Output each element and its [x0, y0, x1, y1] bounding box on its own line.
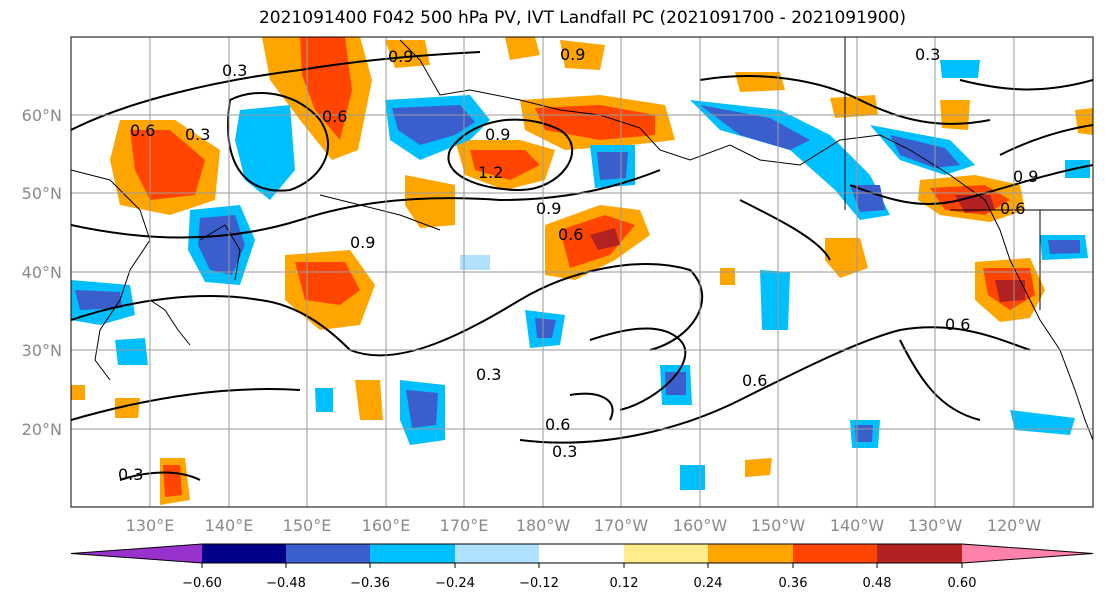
contour-label: 0.3 — [118, 465, 143, 484]
lon-label: 170°E — [440, 516, 489, 535]
plot-frame — [70, 36, 1094, 508]
map-title: 2021091400 F042 500 hPa PV, IVT Landfall… — [258, 8, 906, 28]
contour-label: 0.9 — [485, 125, 510, 144]
lon-label: 180°W — [516, 516, 571, 535]
contour-label: 0.9 — [388, 47, 413, 66]
colorbar-segment — [455, 544, 539, 563]
lat-label: 40°N — [22, 263, 62, 282]
lon-label: 130°E — [126, 516, 175, 535]
contour-label: 0.6 — [322, 107, 347, 126]
lon-label: 160°W — [673, 516, 728, 535]
colorbar-tick-label: −0.48 — [266, 576, 306, 591]
contour-label: 0.6 — [545, 415, 570, 434]
colorbar-segments — [70, 543, 1094, 568]
contour-label: 0.3 — [552, 442, 577, 461]
colorbar-tick-label: 0.48 — [863, 576, 892, 591]
contour-label: 0.9 — [1013, 167, 1038, 186]
colorbar-ticks: −0.60 −0.48 −0.36 −0.24 −0.12 0.12 0.24 … — [182, 576, 976, 591]
lon-label: 140°E — [205, 516, 254, 535]
contour-label: 0.9 — [536, 199, 561, 218]
contour-label: 1.2 — [478, 163, 503, 182]
colorbar-segment — [877, 544, 962, 563]
lon-label: 150°E — [283, 516, 332, 535]
contour-label: 0.3 — [222, 61, 247, 80]
lon-label: 170°W — [594, 516, 649, 535]
colorbar-segment — [793, 544, 877, 563]
longitude-labels: 130°E 140°E 150°E 160°E 170°E 180°W 170°… — [126, 516, 1042, 535]
lon-label: 150°W — [751, 516, 806, 535]
colorbar-segment — [539, 544, 624, 563]
contour-label: 0.3 — [915, 45, 940, 64]
colorbar-extend-max — [962, 544, 1093, 563]
colorbar-tick-label: 0.24 — [694, 576, 723, 591]
lon-label: 160°E — [362, 516, 411, 535]
colorbar-segment — [202, 544, 286, 563]
colorbar-tick-label: −0.12 — [519, 576, 559, 591]
colorbar-tick-label: 0.12 — [610, 576, 639, 591]
lon-label: 130°W — [908, 516, 963, 535]
colorbar-extend-min — [71, 544, 202, 563]
lat-label: 30°N — [22, 341, 62, 360]
colorbar-tick-label: 0.60 — [948, 576, 977, 591]
colorbar-tick-label: −0.36 — [350, 576, 390, 591]
contour-label: 0.9 — [560, 45, 585, 64]
colorbar-segment — [624, 544, 708, 563]
lon-label: 140°W — [830, 516, 885, 535]
contour-label: 0.6 — [558, 225, 583, 244]
lon-label: 120°W — [987, 516, 1042, 535]
contour-labels: 0.3 0.9 0.6 0.9 0.3 0.6 0.9 1.2 0.9 0.9 … — [118, 45, 1038, 484]
colorbar-segment — [370, 544, 455, 563]
contour-label: 0.6 — [130, 121, 155, 140]
colorbar-tick-label: −0.60 — [182, 576, 222, 591]
contour-label: 0.6 — [1000, 199, 1025, 218]
colorbar-segment — [286, 544, 370, 563]
contour-label: 0.6 — [742, 371, 767, 390]
colorbar-tick-label: −0.24 — [435, 576, 475, 591]
colorbar-segment — [708, 544, 793, 563]
lat-label: 60°N — [22, 106, 62, 125]
lat-label: 50°N — [22, 184, 62, 203]
contour-label: 0.3 — [185, 125, 210, 144]
colorbar: −0.60 −0.48 −0.36 −0.24 −0.12 0.12 0.24 … — [70, 543, 1094, 591]
contour-label: 0.3 — [476, 365, 501, 384]
colorbar-tick-label: 0.36 — [779, 576, 808, 591]
pv-contours — [71, 51, 1093, 481]
graticule — [71, 37, 1093, 507]
lat-label: 20°N — [22, 420, 62, 439]
latitude-labels: 60°N 50°N 40°N 30°N 20°N — [22, 106, 62, 439]
contour-label: 0.6 — [945, 315, 970, 334]
contour-label: 0.9 — [350, 233, 375, 252]
